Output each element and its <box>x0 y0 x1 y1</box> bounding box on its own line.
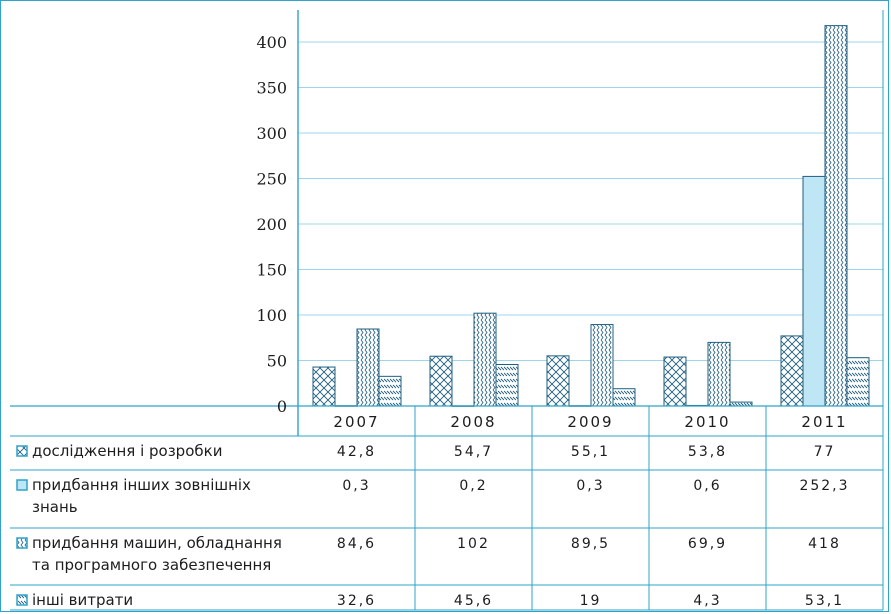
x-tick-label: 2008 <box>450 413 496 431</box>
data-label: 45,6 <box>454 593 493 609</box>
y-tick-label: 400 <box>256 33 287 52</box>
x-tick-label: 2011 <box>801 413 847 431</box>
y-tick-label: 100 <box>256 306 287 325</box>
bar <box>378 375 402 407</box>
bar <box>612 388 636 407</box>
series-label: придбання машин, обладнання <box>32 534 282 552</box>
series-label: придбання інших зовнішніх <box>32 476 251 494</box>
x-tick-label: 2007 <box>333 413 379 431</box>
bar <box>802 175 826 407</box>
y-tick-label: 50 <box>267 352 287 371</box>
data-label: 32,6 <box>337 593 376 609</box>
bar <box>663 356 687 407</box>
data-label: 0,6 <box>693 478 721 494</box>
data-label: 102 <box>457 536 490 552</box>
y-tick-label: 200 <box>256 215 287 234</box>
data-label: 55,1 <box>571 444 610 460</box>
data-label: 0,3 <box>342 478 370 494</box>
series-label: та програмного забезпечення <box>32 556 271 574</box>
data-label: 54,7 <box>454 444 493 460</box>
series-label: інші витрати <box>32 591 133 609</box>
y-tick-label: 150 <box>256 261 287 280</box>
data-label: 53,8 <box>688 444 727 460</box>
data-label: 84,6 <box>337 536 376 552</box>
series-label: знань <box>32 498 78 516</box>
legend-swatch <box>16 445 28 457</box>
bar <box>780 335 804 407</box>
y-tick-label: 250 <box>256 170 287 189</box>
data-label: 89,5 <box>571 536 610 552</box>
bar <box>824 25 848 407</box>
legend-swatch <box>16 479 28 491</box>
bar <box>546 355 570 407</box>
bar <box>312 366 336 407</box>
data-label: 0,3 <box>576 478 604 494</box>
x-tick-label: 2009 <box>567 413 613 431</box>
legend-swatch <box>16 594 28 606</box>
data-label: 53,1 <box>805 593 844 609</box>
x-tick-label: 2010 <box>684 413 730 431</box>
data-label: 252,3 <box>799 478 849 494</box>
y-tick-label: 350 <box>256 79 287 98</box>
bar <box>590 324 614 407</box>
data-label: 0,2 <box>459 478 487 494</box>
bar <box>495 364 519 407</box>
bar <box>429 355 453 407</box>
data-label: 77 <box>814 444 836 460</box>
y-tick-label: 300 <box>256 124 287 143</box>
legend-swatch <box>16 537 28 549</box>
data-label: 418 <box>808 536 841 552</box>
bar <box>356 328 380 407</box>
data-label: 42,8 <box>337 444 376 460</box>
bar <box>707 341 731 407</box>
y-tick-label: 0 <box>277 397 287 416</box>
data-label: 4,3 <box>693 593 721 609</box>
bar <box>846 357 870 407</box>
data-label: 69,9 <box>688 536 727 552</box>
bar <box>473 312 497 407</box>
data-label: 19 <box>580 593 602 609</box>
series-label: дослідження і розробки <box>32 442 222 460</box>
